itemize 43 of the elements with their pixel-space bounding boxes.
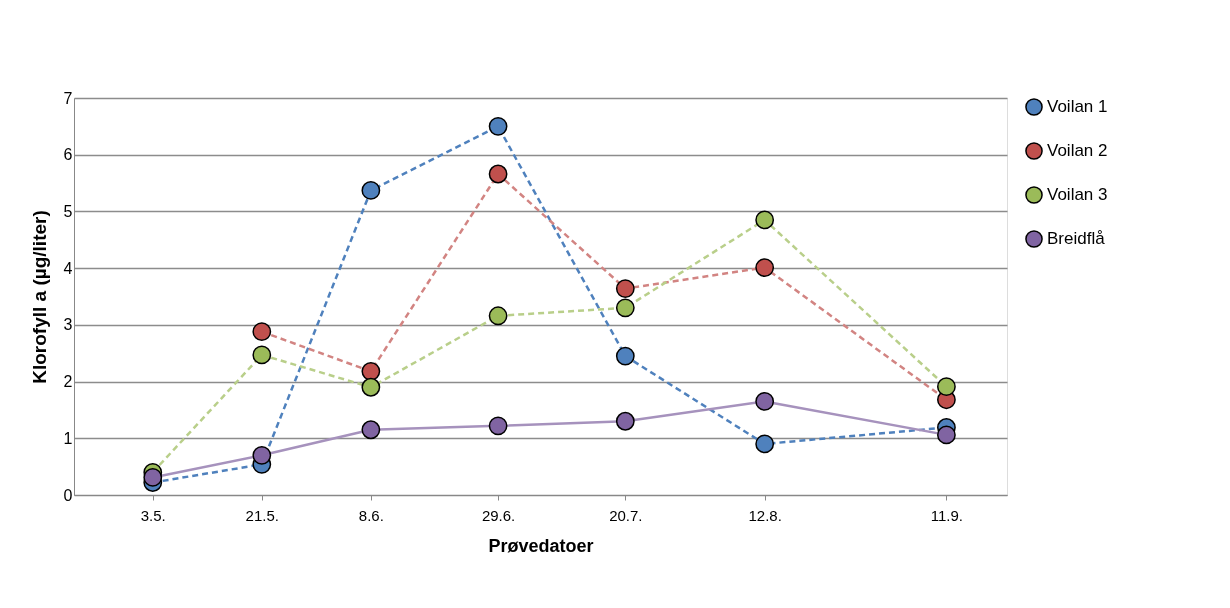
y-tick-label: 6 [63, 146, 73, 164]
y-tick-label: 5 [63, 202, 73, 220]
point [361, 361, 381, 381]
y-tick-label: 4 [63, 259, 73, 277]
x-tick-label: 21.5. [245, 506, 279, 524]
point [488, 306, 508, 326]
point [488, 416, 508, 436]
x-tick-label: 11.9. [930, 506, 964, 524]
point [488, 164, 508, 184]
y-tick-label: 3 [63, 316, 73, 334]
x-tick-label: 20.7. [609, 506, 643, 524]
point [252, 345, 272, 365]
point [361, 420, 381, 440]
legend-label: Breidflå [1047, 229, 1106, 248]
point [143, 468, 163, 487]
x-tick-label: 29.6. [481, 506, 516, 524]
point [252, 445, 272, 465]
point [937, 425, 956, 445]
y-tick-label: 1 [63, 429, 73, 447]
point [755, 392, 775, 411]
legend-label: Voilan 1 [1047, 97, 1108, 116]
y-tick-label: 0 [63, 486, 73, 504]
point [361, 377, 381, 397]
x-axis-title: Prøvedatoer [488, 535, 594, 556]
point [615, 411, 635, 431]
x-tick-label: 8.6. [358, 506, 384, 524]
x-tick-label: 12.8. [748, 506, 782, 524]
point [615, 279, 635, 298]
point [755, 434, 775, 454]
y-tick-label: 2 [63, 373, 73, 391]
point [755, 210, 775, 230]
legend-label: Voilan 2 [1047, 141, 1108, 160]
point [488, 116, 508, 136]
point [615, 298, 635, 318]
point [615, 346, 635, 366]
point [252, 322, 272, 342]
point [361, 181, 381, 200]
point [755, 258, 775, 277]
x-tick-label: 3.5. [140, 506, 166, 524]
point [937, 377, 956, 397]
y-tick-label: 7 [63, 89, 73, 107]
legend-label: Voilan 3 [1047, 185, 1108, 204]
y-axis-title: Klorofyll a (µg/liter) [28, 210, 50, 384]
